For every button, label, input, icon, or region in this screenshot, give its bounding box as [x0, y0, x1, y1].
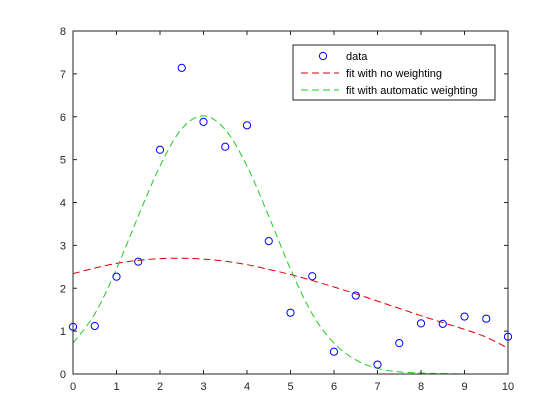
data-point	[460, 312, 469, 321]
x-tick-label: 7	[374, 381, 380, 393]
data-point	[351, 291, 360, 300]
data-point	[134, 257, 143, 266]
x-tick-label: 4	[244, 381, 250, 393]
x-tick-label: 6	[331, 381, 337, 393]
y-tick-label: 8	[60, 26, 66, 38]
data-point	[329, 347, 339, 356]
y-tick-label: 0	[60, 369, 66, 381]
data-point	[221, 142, 230, 151]
series-line-2	[72, 115, 509, 375]
legend-label-2: fit with automatic weighting	[346, 85, 477, 97]
axes-layer: 0 1 2 3 4 5 6 7 8 9 10 0 1 2 3 4 5 6 7 8	[60, 26, 514, 393]
data-point	[264, 236, 273, 246]
data-point	[416, 319, 426, 328]
legend-label-1: fit with no weighting	[346, 68, 442, 80]
data-point	[90, 321, 99, 331]
data-point	[438, 319, 447, 328]
data-point	[199, 117, 208, 127]
x-tick-label: 3	[200, 381, 206, 393]
data-point	[112, 272, 121, 281]
x-tick-label: 1	[113, 381, 119, 393]
y-tick-label: 5	[60, 155, 66, 167]
y-tick-label: 6	[60, 112, 66, 124]
legend: data fit with no weighting fit with automa…	[292, 44, 496, 101]
y-tick-label: 7	[60, 69, 66, 81]
data-point	[155, 145, 165, 154]
data-point	[177, 63, 186, 72]
data-point	[482, 314, 491, 323]
x-tick-label: 10	[502, 381, 514, 393]
data-point	[242, 121, 252, 130]
y-tick-label: 2	[60, 283, 66, 295]
x-tick-label: 8	[418, 381, 424, 393]
data-point	[308, 272, 317, 281]
x-tick-label: 5	[287, 381, 293, 393]
x-tick-label: 2	[157, 381, 163, 393]
data-point	[286, 308, 295, 317]
y-tick-label: 1	[60, 326, 66, 338]
y-tick-label: 3	[60, 240, 66, 252]
x-tick-label: 0	[70, 381, 76, 393]
data-point	[373, 360, 382, 369]
x-tick-label: 9	[461, 381, 467, 393]
legend-label-0: data	[346, 51, 368, 63]
data-point	[395, 339, 404, 348]
series-line-1	[72, 257, 509, 349]
y-tick-label: 4	[60, 198, 66, 210]
legend-marker-0	[318, 51, 328, 61]
